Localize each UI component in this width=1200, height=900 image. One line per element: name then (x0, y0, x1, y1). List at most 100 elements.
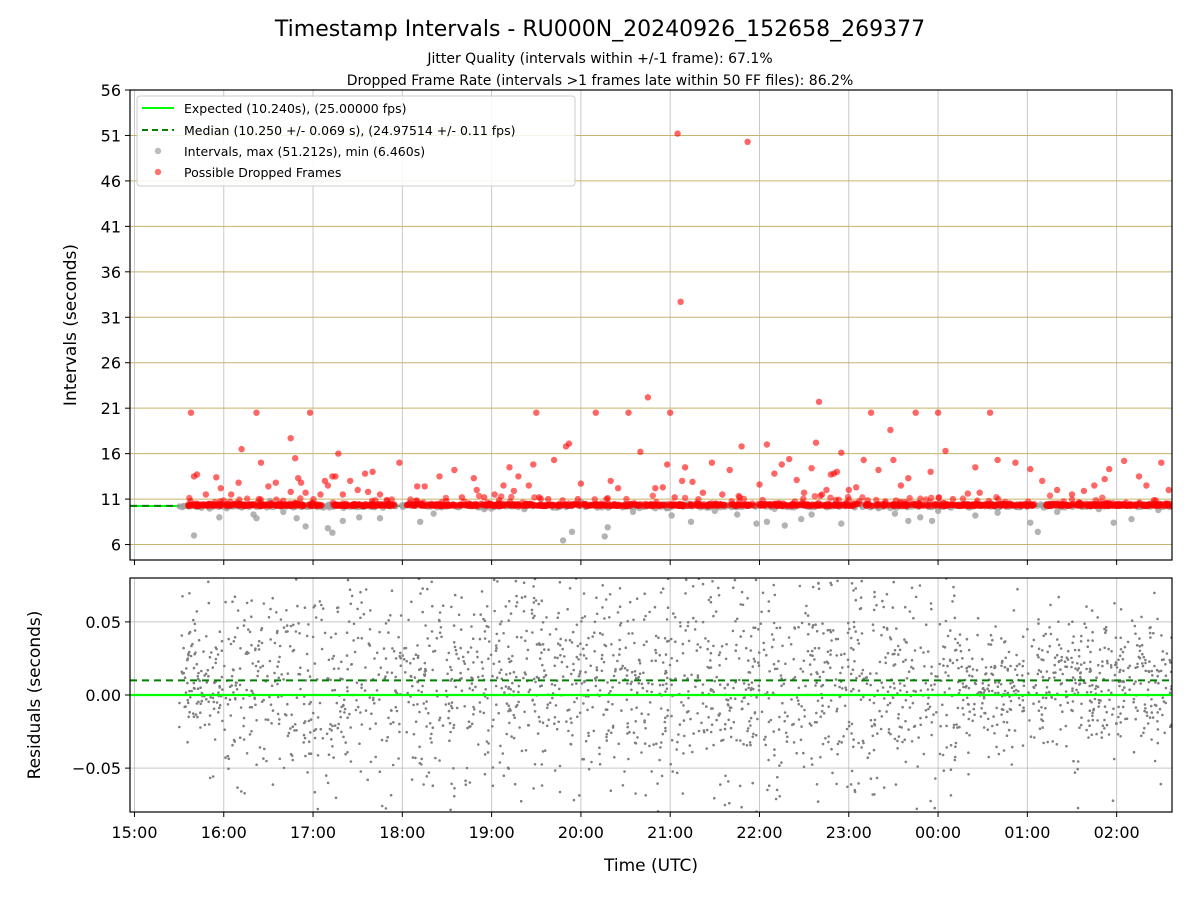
residual-point (852, 687, 855, 691)
residual-point (685, 710, 689, 714)
residual-point (399, 651, 402, 655)
residual-point (711, 580, 714, 583)
residual-point (772, 730, 775, 733)
residual-point (956, 706, 960, 710)
residual-point (431, 604, 434, 608)
residual-point (478, 637, 482, 641)
residual-point (1138, 637, 1141, 640)
residual-point (540, 684, 543, 687)
residual-point (974, 682, 977, 686)
residual-point (797, 702, 801, 706)
dropped-frame-point (1091, 482, 1098, 489)
residual-point (981, 701, 984, 705)
residual-point (881, 599, 884, 603)
residual-point (968, 733, 971, 737)
dropped-frame-point (864, 497, 871, 504)
residual-point (460, 596, 463, 599)
residual-point (387, 631, 390, 634)
dropped-frame-point (860, 456, 867, 464)
residual-point (830, 747, 833, 751)
residual-point (754, 733, 758, 737)
dropped-frame-point (986, 409, 994, 416)
interval-point (376, 515, 384, 522)
residual-point (1146, 688, 1150, 691)
residual-point (546, 703, 550, 706)
dropped-frame-point (808, 465, 815, 472)
residual-point (633, 741, 637, 745)
legend-expected-label: Expected (10.240s), (25.00000 fps) (184, 101, 406, 116)
residual-point (420, 690, 424, 694)
residual-point (666, 606, 670, 609)
residual-point (849, 646, 853, 650)
residual-point (223, 728, 226, 731)
residual-point (701, 683, 705, 686)
residual-point (1132, 750, 1136, 754)
residual-point (360, 723, 364, 726)
residual-point (938, 622, 942, 626)
residual-point (942, 657, 945, 661)
residual-point (1083, 661, 1086, 665)
residual-point (804, 611, 807, 615)
residual-point (738, 784, 742, 788)
dropped-frame-point (1005, 501, 1012, 508)
residual-point (847, 720, 851, 724)
residual-point (1161, 696, 1165, 699)
residual-point (304, 754, 307, 758)
residual-point (561, 675, 565, 678)
residual-point (846, 658, 850, 662)
residual-point (955, 648, 958, 652)
residual-point (860, 579, 863, 583)
residual-point (629, 682, 633, 686)
residual-point (1059, 647, 1063, 650)
residual-point (953, 755, 957, 759)
dropped-frame-point (1024, 502, 1031, 509)
residual-point (342, 704, 345, 708)
dropped-frame-point (577, 480, 585, 487)
residual-point (829, 630, 833, 634)
residual-point (423, 673, 427, 676)
residual-point (819, 715, 822, 718)
dropped-frame-point (1012, 459, 1019, 466)
residual-point (901, 740, 904, 744)
residual-point (964, 686, 967, 689)
dropped-frame-point (1084, 502, 1091, 509)
residual-point (903, 684, 906, 687)
residual-point (509, 612, 513, 615)
residual-point (368, 643, 371, 646)
dropped-frame-point (719, 491, 726, 498)
residual-point (789, 643, 793, 646)
residual-point (495, 676, 499, 679)
dropped-frame-point (339, 491, 346, 498)
residual-point (897, 735, 901, 738)
residual-point (1055, 743, 1059, 746)
dropped-frame-point (1042, 501, 1050, 509)
residual-point (690, 673, 693, 677)
residual-point (773, 748, 776, 751)
residual-point (936, 675, 939, 678)
residual-point (827, 740, 830, 744)
residual-point (586, 708, 589, 712)
residual-point (464, 779, 467, 782)
residual-point (987, 643, 990, 646)
residual-point (419, 667, 423, 671)
residual-point (757, 689, 761, 692)
residual-point (735, 643, 738, 647)
residual-point (476, 655, 479, 659)
dropped-frame-point (1098, 502, 1106, 509)
residual-point (675, 748, 678, 751)
residual-point (664, 726, 667, 730)
residual-point (993, 665, 997, 669)
residual-point (466, 667, 470, 671)
residual-point (257, 660, 260, 663)
residual-point (248, 733, 252, 736)
residual-point (507, 657, 511, 661)
residual-point (762, 648, 766, 652)
residual-point (208, 714, 212, 717)
residual-point (285, 624, 289, 627)
residual-point (781, 701, 784, 705)
residual-point (233, 595, 237, 598)
residual-point (553, 722, 556, 725)
residual-point (579, 642, 582, 645)
residual-point (753, 711, 757, 715)
residual-point (1002, 703, 1005, 706)
